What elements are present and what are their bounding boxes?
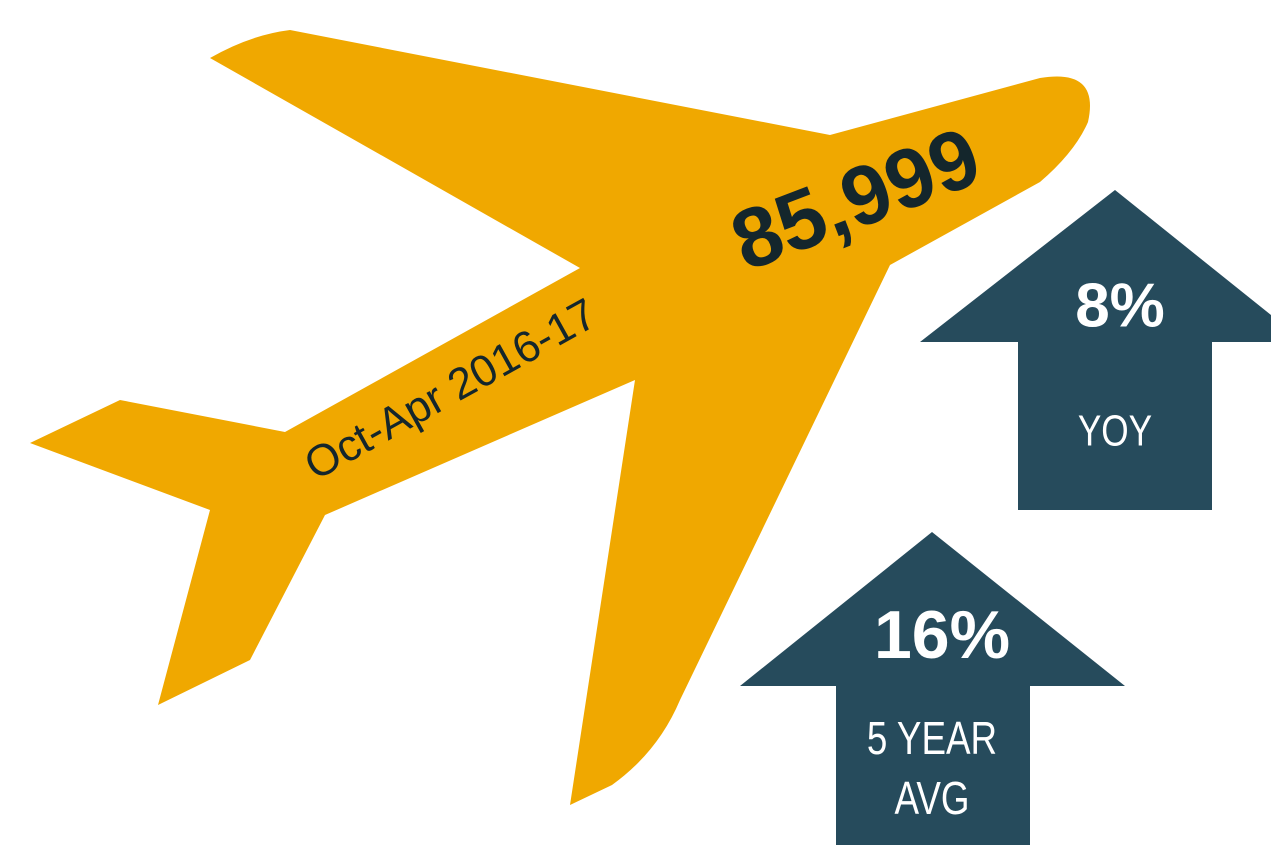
arrow-value: 16% (874, 597, 1010, 673)
arrow-yoy (920, 190, 1271, 510)
arrow-value: 8% (1075, 271, 1165, 340)
plane (30, 30, 1090, 805)
arrow-label: 5 YEAR (867, 712, 997, 764)
arrow-label: AVG (895, 772, 970, 824)
arrow-label: YOY (1078, 407, 1152, 456)
arrow-5yr (740, 532, 1125, 845)
